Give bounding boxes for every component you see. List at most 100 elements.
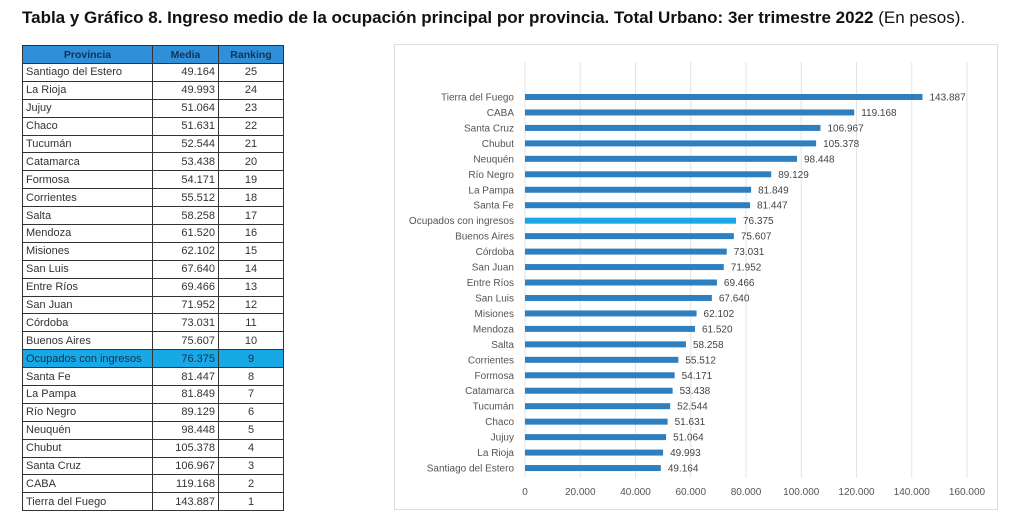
data-label: 89.129	[778, 170, 809, 181]
bar	[525, 202, 750, 209]
cell-media: 106.967	[152, 456, 219, 476]
cell-provincia: Ocupados con ingresos	[22, 349, 153, 369]
table-row: Jujuy 51.064 23	[22, 98, 284, 118]
bar	[525, 233, 734, 240]
table-row: Neuquén 98.448 5	[22, 420, 284, 440]
bar	[525, 140, 817, 147]
cell-media: 75.607	[152, 331, 219, 351]
x-tick-label: 160.000	[949, 487, 986, 498]
cell-provincia: Santa Cruz	[22, 456, 153, 476]
title-unit: (En pesos).	[873, 8, 966, 27]
table-row: Buenos Aires 75.607 10	[22, 331, 284, 351]
x-tick-label: 120.000	[838, 487, 875, 498]
header-ranking: Ranking	[218, 45, 284, 64]
data-label: 71.952	[731, 263, 762, 274]
data-label: 62.102	[704, 309, 735, 320]
category-label: Tierra del Fuego	[441, 93, 514, 104]
category-label: Corrientes	[468, 355, 514, 366]
cell-provincia: La Pampa	[22, 385, 153, 404]
title-bold: Tabla y Gráfico 8. Ingreso medio de la o…	[22, 8, 874, 27]
cell-ranking: 9	[218, 349, 284, 369]
category-label: La Pampa	[468, 185, 514, 196]
cell-ranking: 21	[218, 134, 284, 154]
data-label: 55.512	[685, 355, 716, 366]
bar	[525, 294, 712, 301]
cell-provincia: Buenos Aires	[22, 331, 153, 351]
data-label: 51.064	[673, 433, 704, 444]
data-label: 76.375	[743, 216, 774, 227]
category-label: La Rioja	[477, 448, 514, 459]
cell-media: 49.164	[152, 63, 219, 82]
table-row: Tierra del Fuego 143.887 1	[22, 492, 284, 512]
category-label: San Luis	[475, 293, 514, 304]
data-label: 73.031	[734, 247, 765, 258]
cell-media: 143.887	[152, 492, 219, 512]
data-label: 61.520	[702, 324, 733, 335]
table-row: Mendoza 61.520 16	[22, 224, 284, 243]
category-label: Tucumán	[473, 402, 514, 413]
bar	[525, 341, 686, 348]
category-label: Misiones	[475, 309, 514, 320]
category-label: San Juan	[472, 263, 514, 274]
table-row: Córdoba 73.031 11	[22, 313, 284, 333]
data-label: 58.258	[693, 340, 724, 351]
bar	[525, 264, 724, 271]
x-tick-label: 140.000	[894, 487, 931, 498]
bar	[525, 449, 664, 456]
table-row: La Rioja 49.993 24	[22, 80, 284, 100]
x-tick-label: 0	[522, 487, 528, 498]
bar	[525, 155, 797, 162]
header-media: Media	[152, 45, 219, 64]
data-label: 49.993	[670, 448, 701, 459]
category-label: Córdoba	[476, 247, 515, 258]
data-label: 69.466	[724, 278, 755, 289]
bar	[525, 465, 661, 472]
category-label: Neuquén	[473, 154, 514, 165]
category-label: Salta	[491, 340, 514, 351]
data-label: 52.544	[677, 402, 708, 413]
cell-media: 51.631	[152, 116, 219, 136]
cell-media: 51.064	[152, 98, 219, 118]
x-tick-label: 80.000	[731, 487, 762, 498]
cell-media: 58.258	[152, 206, 219, 226]
cell-ranking: 15	[218, 241, 284, 261]
data-label: 105.378	[823, 139, 860, 150]
bar	[525, 94, 923, 100]
header-provincia: Provincia	[22, 45, 153, 64]
category-label: Santa Cruz	[464, 123, 514, 134]
data-label: 49.164	[668, 464, 699, 475]
table-row: CABA 119.168 2	[22, 474, 284, 494]
table-row: Santiago del Estero 49.164 25	[22, 63, 284, 82]
cell-provincia: Santa Fe	[22, 367, 153, 387]
bar	[525, 186, 752, 193]
category-label: Entre Ríos	[467, 278, 514, 289]
cell-media: 98.448	[152, 420, 219, 440]
chart-area	[394, 44, 998, 510]
bar	[525, 434, 667, 441]
bar	[525, 109, 855, 116]
bar	[525, 403, 671, 410]
cell-provincia: Mendoza	[22, 224, 153, 243]
x-tick-label: 60.000	[675, 487, 706, 498]
category-label: Chaco	[485, 417, 514, 428]
page-title: Tabla y Gráfico 8. Ingreso medio de la o…	[22, 8, 965, 28]
category-label: Mendoza	[473, 324, 515, 335]
bar	[525, 217, 736, 224]
cell-provincia: Salta	[22, 206, 153, 226]
data-label: 75.607	[741, 232, 772, 243]
cell-provincia: Neuquén	[22, 420, 153, 440]
bar	[525, 325, 695, 332]
data-label: 81.447	[757, 201, 788, 212]
data-label: 119.168	[861, 108, 897, 119]
data-label: 106.967	[827, 123, 864, 134]
category-label: Santa Fe	[473, 201, 514, 212]
table-row: Salta 58.258 17	[22, 206, 284, 226]
table-row: Formosa 54.171 19	[22, 170, 284, 190]
cell-provincia: Tierra del Fuego	[22, 492, 153, 512]
province-table: Provincia Media Ranking Santiago del Est…	[22, 45, 284, 512]
bar	[525, 124, 821, 131]
category-label: Formosa	[475, 371, 515, 382]
cell-ranking: 10	[218, 331, 284, 351]
cell-provincia: San Luis	[22, 259, 153, 279]
